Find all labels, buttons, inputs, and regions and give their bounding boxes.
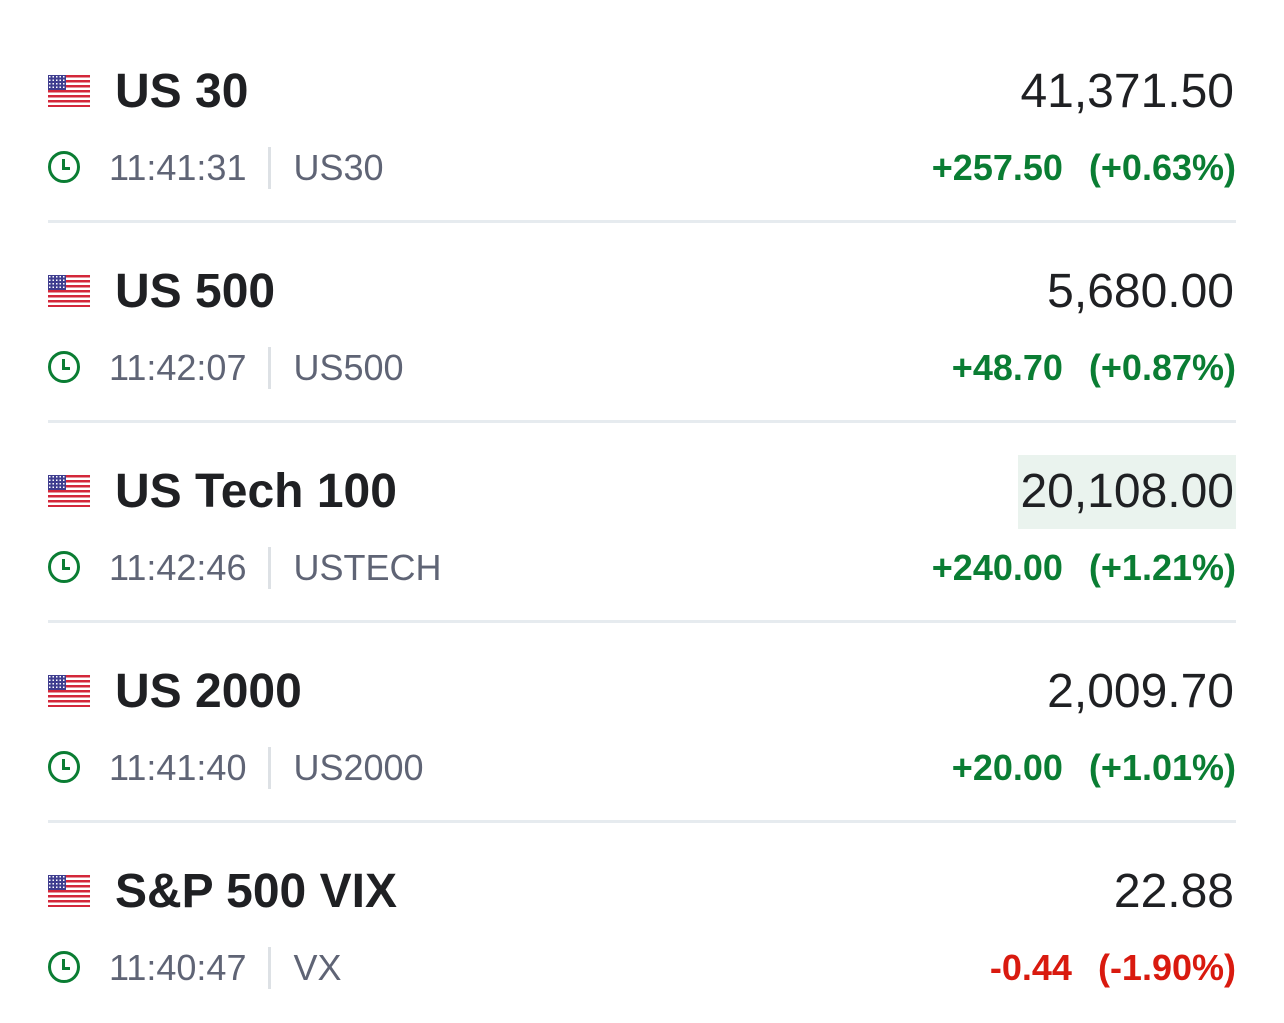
- instrument-price: 2,009.70: [1047, 665, 1234, 718]
- instrument-name: US Tech 100: [115, 465, 397, 518]
- price-change: +20.00 (+1.01%): [952, 745, 1236, 791]
- price-change: +257.50 (+0.63%): [932, 145, 1236, 191]
- instrument-symbol: USTECH: [293, 547, 442, 588]
- change-percent: (+1.01%): [1088, 747, 1236, 788]
- change-percent: (+1.21%): [1088, 547, 1236, 588]
- instrument-meta: 11:42:07 US500: [109, 345, 404, 391]
- instrument-meta: 11:42:46 USTECH: [109, 545, 441, 591]
- us-flag-icon: [48, 275, 90, 307]
- instrument-symbol: US30: [293, 147, 384, 188]
- instrument-symbol: VX: [293, 947, 342, 988]
- instrument-row[interactable]: S&P 500 VIX 22.88 11:40:47 VX -0.44 (-1.…: [48, 823, 1236, 1023]
- divider: [268, 747, 272, 789]
- change-percent: (+0.87%): [1088, 347, 1236, 388]
- us-flag-icon: [48, 875, 90, 907]
- instrument-price: 22.88: [1113, 865, 1234, 918]
- instrument-row[interactable]: US 500 5,680.00 11:42:07 US500 +48.70 (+…: [48, 223, 1236, 423]
- clock-icon: [48, 151, 80, 183]
- instrument-row[interactable]: US 30 41,371.50 11:41:31 US30 +257.50 (+…: [48, 23, 1236, 223]
- instrument-price: 41,371.50: [1020, 65, 1234, 118]
- instrument-row[interactable]: US Tech 100 20,108.00 11:42:46 USTECH +2…: [48, 423, 1236, 623]
- instrument-meta: 11:41:31 US30: [109, 145, 384, 191]
- price-change: +240.00 (+1.21%): [932, 545, 1236, 591]
- divider: [268, 147, 272, 189]
- change-value: -0.44: [989, 947, 1072, 988]
- divider: [268, 547, 272, 589]
- instrument-row[interactable]: US 2000 2,009.70 11:41:40 US2000 +20.00 …: [48, 623, 1236, 823]
- change-percent: (-1.90%): [1097, 947, 1236, 988]
- change-percent: (+0.63%): [1088, 147, 1236, 188]
- update-time: 11:42:07: [109, 347, 247, 388]
- instrument-meta: 11:41:40 US2000: [109, 745, 424, 791]
- change-value: +257.50: [931, 147, 1063, 188]
- update-time: 11:41:40: [109, 747, 247, 788]
- update-time: 11:40:47: [109, 947, 247, 988]
- price-change: -0.44 (-1.90%): [990, 945, 1236, 991]
- us-flag-icon: [48, 475, 90, 507]
- price-change: +48.70 (+0.87%): [952, 345, 1236, 391]
- change-value: +240.00: [931, 547, 1063, 588]
- divider: [268, 347, 272, 389]
- clock-icon: [48, 551, 80, 583]
- us-flag-icon: [48, 675, 90, 707]
- index-list: US 30 41,371.50 11:41:31 US30 +257.50 (+…: [48, 23, 1236, 1023]
- instrument-name: US 30: [115, 65, 249, 118]
- clock-icon: [48, 751, 80, 783]
- instrument-symbol: US2000: [293, 747, 424, 788]
- instrument-name: US 2000: [115, 665, 302, 718]
- clock-icon: [48, 351, 80, 383]
- us-flag-icon: [48, 75, 90, 107]
- instrument-price: 20,108.00: [1018, 455, 1236, 529]
- update-time: 11:41:31: [109, 147, 247, 188]
- instrument-name: US 500: [115, 265, 276, 318]
- change-value: +48.70: [951, 347, 1063, 388]
- clock-icon: [48, 951, 80, 983]
- instrument-symbol: US500: [293, 347, 404, 388]
- instrument-meta: 11:40:47 VX: [109, 945, 342, 991]
- change-value: +20.00: [951, 747, 1063, 788]
- instrument-name: S&P 500 VIX: [115, 865, 397, 918]
- instrument-price: 5,680.00: [1047, 265, 1234, 318]
- update-time: 11:42:46: [109, 547, 247, 588]
- divider: [268, 947, 272, 989]
